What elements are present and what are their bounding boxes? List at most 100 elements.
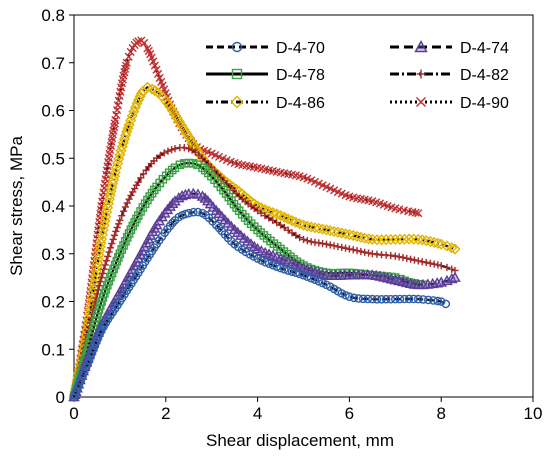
legend-label: D-4-70 [276,40,325,57]
data-point-plus [330,242,338,250]
data-point-plus [180,144,188,152]
x-stroke-b [326,184,335,193]
data-point-plus [106,244,115,252]
data-point-plus [118,212,126,220]
data-point-plus [437,262,445,270]
y-tick-label: 0.5 [41,149,65,168]
data-point-plus [434,261,442,269]
data-point-square [188,159,198,168]
x-stroke-b [341,191,350,200]
data-point-diamond [362,233,375,245]
data-point-x [134,37,143,46]
x-stroke-b [333,187,343,197]
data-point-circle [429,296,438,305]
data-point-circle [168,218,177,228]
data-point-plus [164,147,172,155]
x-stroke-b [287,170,297,179]
data-point-diamond [347,229,359,242]
data-point-circle [358,294,368,304]
data-point-diamond [435,238,447,250]
legend-item: D-4-74 [390,40,509,57]
legend-label: D-4-86 [276,95,325,112]
data-point-circle [276,263,285,273]
data-point-plus [395,253,403,261]
x-stroke-b [356,194,365,204]
data-point-plus [265,214,273,222]
x-stroke-b [257,164,266,173]
x-tick-label: 4 [253,404,262,423]
data-point-circle [189,207,198,217]
data-point-plus [276,221,285,229]
data-point-diamond [359,232,371,244]
x-stroke-b [238,160,247,170]
x-stroke-b [345,192,354,201]
data-point-circle [78,371,87,381]
x-stroke-b [276,168,285,177]
data-point-square [184,158,194,168]
x-stroke-b [192,142,202,152]
data-point-diamond [408,233,420,245]
series-d-4-70 [69,207,451,402]
x-stroke-b [416,97,426,107]
data-point-plus [322,240,331,248]
data-point-plus [303,237,311,245]
x-stroke-b [307,176,316,185]
data-point-plus [296,233,304,242]
data-point-circle [436,297,446,306]
data-point-plus [273,219,281,227]
data-point-diamond [389,233,401,246]
data-point-circle [400,294,409,304]
x-stroke-b [218,154,227,163]
x-tick-label: 8 [436,404,445,423]
data-point-plus [288,229,296,237]
data-point-circle [386,294,396,304]
data-point-plus [426,259,434,267]
data-point-diamond [173,116,186,128]
x-stroke-b [404,207,413,216]
x-stroke-b [222,156,231,165]
data-point-plus [349,246,357,254]
data-point-triangle [161,203,174,215]
x-stroke-b [261,165,270,174]
x-stroke-b [364,196,373,205]
data-point-circle [433,296,443,306]
data-point-circle [283,266,293,275]
x-stroke-b [112,110,121,120]
data-point-plus [326,241,334,249]
data-point-circle [260,257,270,267]
data-point-circle [372,294,382,304]
data-point-x [152,65,161,74]
data-point-circle [404,294,414,304]
data-point-plus [418,258,426,266]
y-tick-label: 0.2 [41,293,65,312]
data-point-square [198,163,207,173]
x-tick-label: 0 [69,404,78,423]
data-point-diamond [351,230,363,243]
data-point-diamond [328,225,340,238]
legend-label: D-4-90 [460,95,509,112]
x-stroke-b [230,158,239,168]
y-tick-label: 0.7 [41,54,65,73]
data-point-circle [349,293,359,303]
series-d-4-82 [70,144,459,401]
x-stroke-b [310,177,320,186]
data-point-diamond [324,225,336,237]
x-axis-title: Shear displacement, mm [206,431,394,450]
data-point-plus [123,199,131,207]
data-point-diamond [317,223,329,235]
data-point-plus [109,235,117,243]
data-point-diamond [169,108,181,120]
x-stroke-b [126,47,135,56]
data-point-circle [80,367,89,376]
data-point-diamond [385,233,397,246]
x-stroke-b [268,166,277,176]
data-point-circle [74,380,84,389]
x-stroke-b [211,151,220,160]
x-stroke-b [349,193,358,202]
data-point-plus [156,151,164,159]
data-point-plus [399,253,407,262]
data-point-circle [413,294,423,304]
data-point-plus [171,145,179,153]
data-point-diamond [166,104,178,117]
data-point-diamond [320,224,333,236]
